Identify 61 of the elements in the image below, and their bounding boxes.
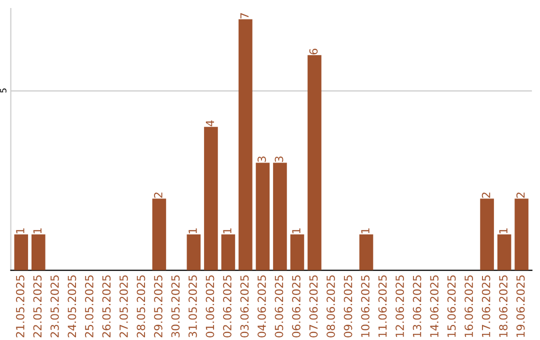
bar — [204, 126, 218, 270]
bar — [221, 234, 236, 270]
x-tick-label: 31.05.2025 — [188, 275, 197, 338]
data-label: 1 — [188, 228, 197, 234]
bar — [359, 234, 374, 270]
data-label: 7 — [240, 13, 249, 18]
y-tick-label: 5 — [0, 88, 6, 92]
x-tick-label: 30.05.2025 — [171, 275, 180, 338]
x-tick-label: 10.06.2025 — [361, 275, 370, 337]
x-tick-label: 05.06.2025 — [274, 275, 284, 338]
data-label: 2 — [154, 192, 162, 198]
x-tick-label: 27.05.2025 — [120, 275, 128, 338]
x-tick-label: 16.06.2025 — [464, 275, 474, 337]
bar — [186, 234, 201, 270]
x-tick-label: 12.06.2025 — [396, 275, 404, 337]
data-label: 1 — [499, 228, 508, 234]
bar — [256, 162, 270, 270]
data-label: 2 — [516, 192, 525, 198]
data-label: 3 — [274, 156, 284, 162]
x-tick-label: 28.05.2025 — [136, 275, 146, 338]
x-tick-label: 25.05.2025 — [84, 275, 94, 338]
x-tick-label: 17.06.2025 — [482, 275, 490, 337]
x-tick-label: 15.06.2025 — [447, 275, 456, 337]
x-tick-label: 08.06.2025 — [326, 275, 335, 338]
bar — [308, 55, 322, 270]
data-label: 4 — [206, 120, 214, 126]
x-tick-label: 06.06.2025 — [292, 275, 300, 338]
x-tick-label: 21.05.2025 — [16, 275, 24, 338]
data-label: 1 — [361, 228, 370, 234]
x-tick-label: 26.05.2025 — [102, 275, 111, 338]
data-label: 3 — [258, 156, 266, 162]
data-label: 1 — [16, 228, 24, 234]
bar — [32, 234, 46, 270]
data-label: 6 — [309, 48, 318, 54]
bar — [514, 198, 528, 270]
x-tick-label: 29.05.2025 — [154, 275, 162, 338]
x-tick-label: 19.06.2025 — [516, 275, 525, 337]
bar — [14, 234, 28, 270]
data-label: 1 — [292, 228, 300, 234]
x-tick-label: 11.06.2025 — [378, 275, 387, 337]
x-tick-label: 24.05.2025 — [68, 275, 76, 338]
x-tick-label: 18.06.2025 — [499, 275, 508, 337]
x-tick-label: 23.05.2025 — [50, 275, 59, 338]
x-tick-label: 04.06.2025 — [258, 275, 266, 338]
data-label: 1 — [33, 228, 42, 234]
x-tick-label: 07.06.2025 — [309, 275, 318, 338]
data-label: 2 — [482, 192, 490, 198]
x-tick-label: 22.05.2025 — [33, 275, 42, 338]
bar — [152, 198, 166, 270]
bar — [273, 162, 287, 270]
bar — [480, 198, 494, 270]
x-tick-label: 02.06.2025 — [223, 275, 232, 338]
x-tick-label: 13.06.2025 — [412, 275, 422, 337]
x-tick-label: 14.06.2025 — [430, 275, 438, 337]
bar — [290, 234, 304, 270]
bar — [238, 19, 252, 270]
x-tick-label: 01.06.2025 — [206, 275, 214, 338]
x-tick-label: 03.06.2025 — [240, 275, 249, 338]
data-label: 1 — [223, 228, 232, 234]
bar — [497, 234, 512, 270]
x-tick-label: 09.06.2025 — [344, 275, 352, 338]
